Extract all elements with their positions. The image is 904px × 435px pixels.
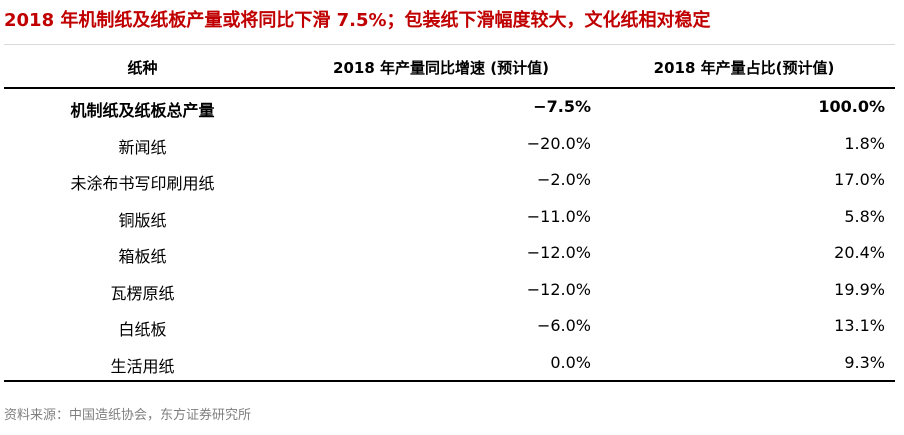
- row-paper-type: 生活用纸: [110, 356, 175, 376]
- title-divider: [4, 44, 895, 45]
- row-output-share: 1.8%: [844, 133, 885, 153]
- header-yoy-growth: 2018 年产量同比增速 (预计值): [333, 59, 549, 77]
- row-paper-type: 新闻纸: [118, 137, 167, 157]
- table-row: 瓦楞原纸 −12.0% 19.9%: [4, 272, 895, 309]
- header-paper-type: 纸种: [127, 59, 158, 77]
- row-output-share: 17.0%: [834, 170, 885, 189]
- table-row: 生活用纸 0.0% 9.3%: [4, 345, 895, 382]
- row-paper-type: 箱板纸: [118, 247, 167, 266]
- row-yoy-growth: −12.0%: [526, 279, 591, 299]
- table-row-total: 机制纸及纸板总产量 −7.5% 100.0%: [4, 89, 895, 126]
- row-output-share: 9.3%: [844, 352, 885, 372]
- row-paper-type: 瓦楞原纸: [110, 283, 175, 303]
- row-paper-type: 铜版纸: [118, 210, 167, 230]
- row-yoy-growth: 0.0%: [550, 352, 591, 372]
- row-yoy-growth: −12.0%: [526, 243, 591, 262]
- table-row: 箱板纸 −12.0% 20.4%: [4, 235, 895, 272]
- row-output-share: 100.0%: [818, 97, 885, 116]
- row-yoy-growth: −6.0%: [536, 316, 591, 335]
- row-yoy-growth: −7.5%: [533, 97, 591, 116]
- source-note: 资料来源：中国造纸协会，东方证券研究所: [4, 408, 252, 423]
- row-yoy-growth: −2.0%: [536, 170, 591, 189]
- row-output-share: 5.8%: [844, 206, 885, 226]
- row-yoy-growth: −11.0%: [526, 206, 591, 226]
- row-paper-type: 机制纸及纸板总产量: [70, 101, 215, 120]
- table-row: 铜版纸 −11.0% 5.8%: [4, 199, 895, 236]
- table-bottom-rule: [4, 380, 895, 382]
- table-title: 2018 年机制纸及纸板产量或将同比下滑 7.5%；包装纸下滑幅度较大，文化纸相…: [4, 10, 711, 31]
- row-paper-type: 白纸板: [118, 320, 167, 339]
- row-paper-type: 未涂布书写印刷用纸: [70, 174, 215, 193]
- table-row: 白纸板 −6.0% 13.1%: [4, 308, 895, 345]
- header-rule: [4, 87, 895, 89]
- row-output-share: 20.4%: [834, 243, 885, 262]
- row-output-share: 13.1%: [834, 316, 885, 335]
- table-row: 未涂布书写印刷用纸 −2.0% 17.0%: [4, 162, 895, 199]
- table-body: 机制纸及纸板总产量 −7.5% 100.0% 新闻纸 −20.0% 1.8% 未…: [4, 89, 895, 381]
- row-yoy-growth: −20.0%: [526, 133, 591, 153]
- table-row: 新闻纸 −20.0% 1.8%: [4, 126, 895, 163]
- table-header: 纸种 2018 年产量同比增速 (预计值) 2018 年产量占比(预计值): [4, 45, 895, 87]
- row-output-share: 19.9%: [834, 279, 885, 299]
- header-output-share: 2018 年产量占比(预计值): [653, 59, 835, 77]
